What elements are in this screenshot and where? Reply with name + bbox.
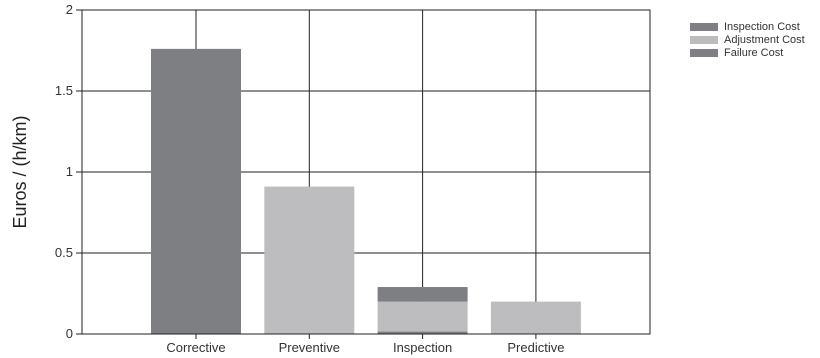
legend-swatch [690,35,718,44]
bar-corrective-failure-cost [151,48,241,334]
bar-inspection-failure-cost [377,331,468,334]
y-tick-label: 0 [66,326,73,341]
bar-inspection-adjustment-cost [377,301,468,332]
y-axis-label: Euros / (h/km) [10,115,30,228]
x-tick-label: Preventive [279,340,340,355]
y-tick-label: 2 [66,2,73,17]
bar-preventive-adjustment-cost [264,186,355,334]
legend: Inspection Cost Adjustment Cost Failure Co… [690,20,805,59]
x-tick-label: Inspection [393,340,452,355]
x-tick-label: Corrective [166,340,225,355]
bar-predictive-adjustment-cost [490,301,581,334]
bar-inspection-inspection-cost [377,287,468,302]
legend-item: Failure Cost [690,46,805,59]
legend-label: Adjustment Cost [724,33,805,46]
x-ticks: Corrective Preventive Inspection Predictive [166,334,564,355]
legend-item: Inspection Cost [690,20,805,33]
y-ticks: 0 0.5 1 1.5 2 [55,2,82,341]
legend-swatch [690,48,718,57]
y-tick-label: 1.5 [55,83,73,98]
legend-item: Adjustment Cost [690,33,805,46]
y-tick-label: 1 [66,164,73,179]
bars [151,48,581,334]
x-tick-label: Predictive [507,340,564,355]
legend-label: Failure Cost [724,46,784,59]
y-tick-label: 0.5 [55,245,73,260]
legend-label: Inspection Cost [724,20,800,33]
legend-swatch [690,22,718,31]
